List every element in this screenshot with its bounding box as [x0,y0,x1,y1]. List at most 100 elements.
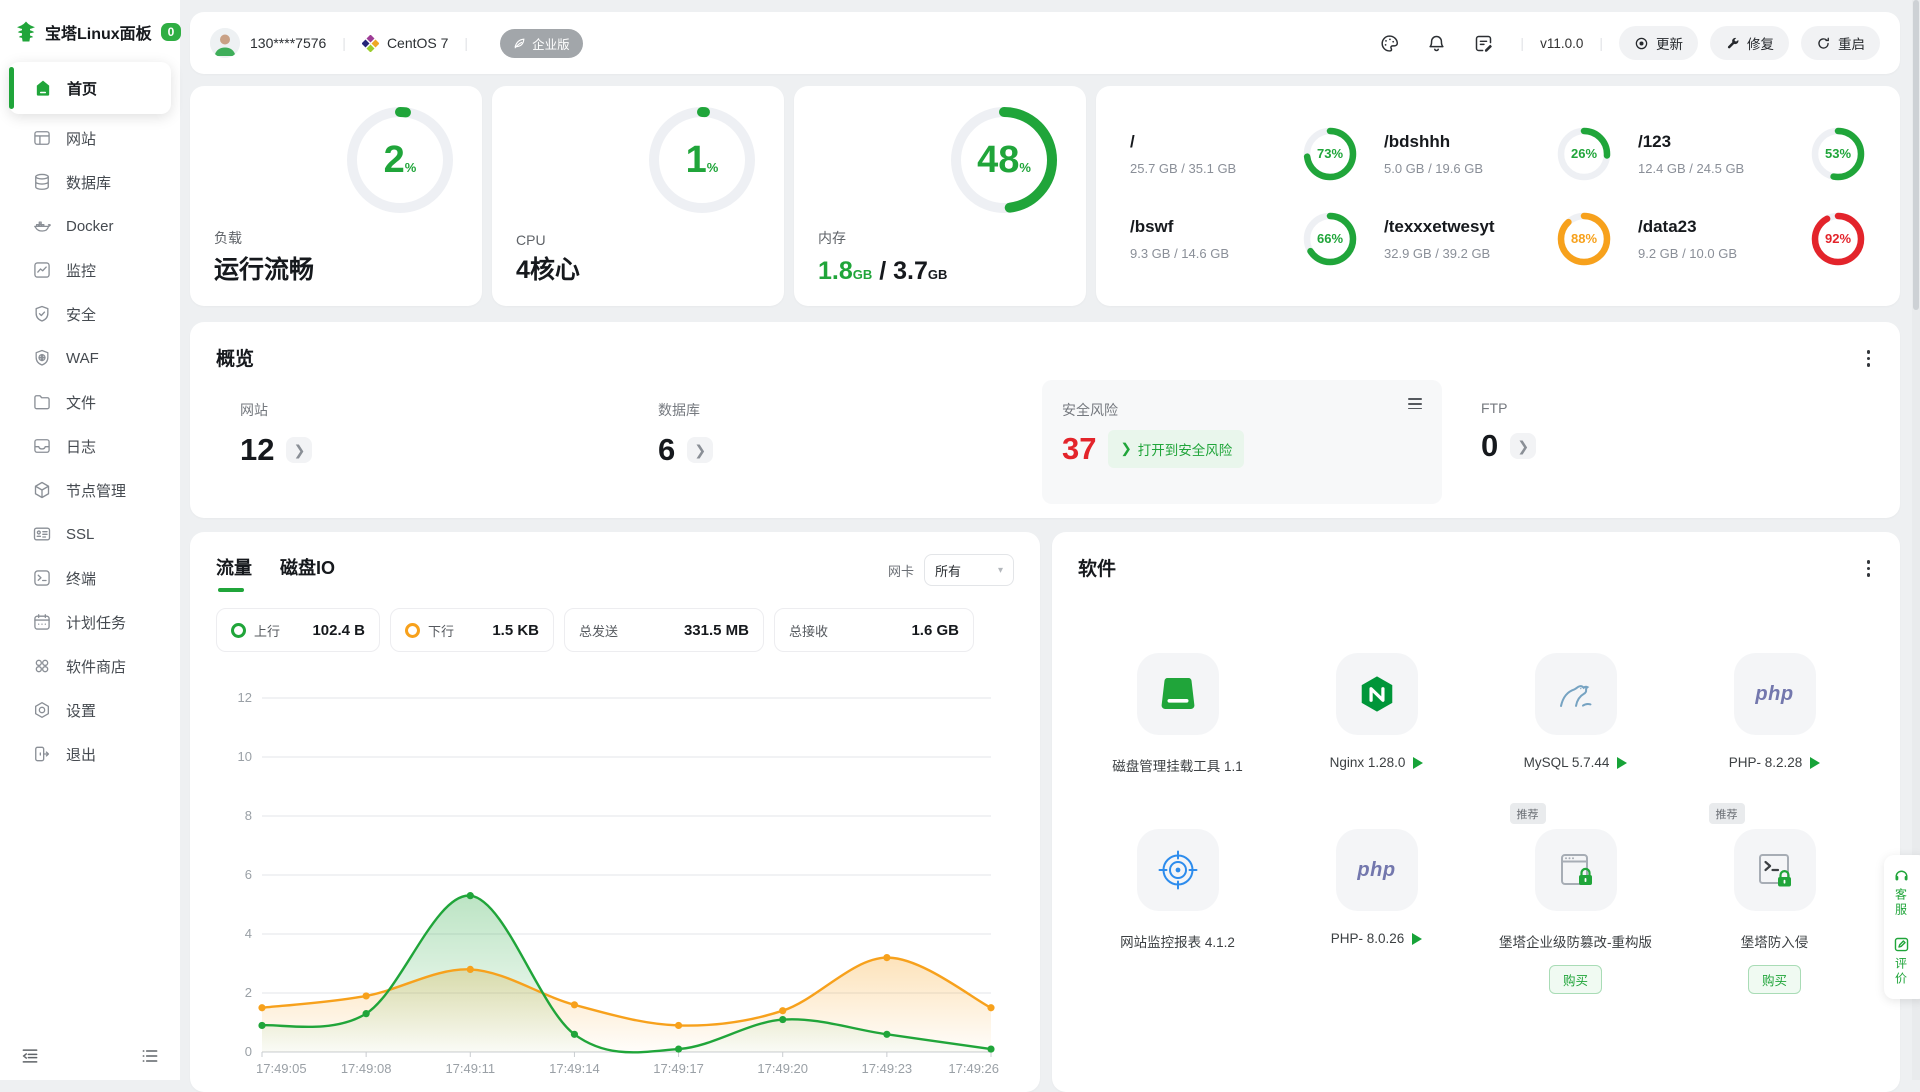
sidebar-item-ssl[interactable]: SSL [0,512,180,556]
php-icon: php [1335,829,1418,911]
ssl-icon [32,524,52,544]
edition-badge[interactable]: 企业版 [500,28,583,58]
sites-label: 网站 [240,402,268,418]
software-item-8[interactable]: 推荐 堡塔防入侵 购买 [1675,803,1874,994]
sidebar-item-home[interactable]: 首页 [9,62,171,114]
divider: | [1599,35,1603,51]
os-name: CentOS 7 [386,35,449,51]
software-kebab-menu-icon[interactable] [1863,556,1875,581]
disk-mount: /data23 [1638,216,1697,236]
sidebar-item-monitor[interactable]: 监控 [0,248,180,292]
buy-button[interactable]: 购买 [1747,965,1801,994]
running-play-icon [1617,756,1628,769]
memory-percent-unit: % [1019,159,1031,175]
disk-usage: 9.2 GB / 10.0 GB [1638,245,1737,261]
svg-text:12: 12 [238,690,252,705]
risk-menu-icon[interactable] [1408,398,1422,410]
disk-item-4: /bswf 9.3 GB / 14.6 GB 66% [1130,201,1358,276]
sidebar-item-security[interactable]: 安全 [0,292,180,336]
cpu-cores: 4核心 [516,256,580,284]
cpu-percent-unit: % [706,159,719,175]
sidebar-item-exit[interactable]: 退出 [0,732,180,776]
sidebar-item-site[interactable]: 网站 [0,116,180,160]
software-item-7[interactable]: 推荐 堡塔企业级防篡改-重构版 购买 [1476,803,1675,994]
databases-open-button[interactable]: ❯ [687,437,714,463]
sidebar-item-label: SSL [66,525,95,543]
sidebar-item-appstore[interactable]: 软件商店 [0,644,180,688]
chevron-down-icon: ▾ [997,564,1003,576]
restart-button[interactable]: 重启 [1801,26,1880,60]
wrench-icon [1725,36,1740,51]
sidebar-item-settings[interactable]: 设置 [0,688,180,732]
message-count-badge[interactable]: 0 [160,23,182,41]
sidebar-item-docker[interactable]: Docker [0,204,180,248]
sidebar-item-logs[interactable]: 日志 [0,424,180,468]
scrollbar-thumb[interactable] [1913,0,1919,310]
repair-button[interactable]: 修复 [1710,26,1789,60]
update-button[interactable]: 更新 [1619,26,1698,60]
load-label: 负载 [214,230,242,246]
software-item-4[interactable]: php PHP- 8.2.28 [1675,627,1874,775]
open-security-risk-button[interactable]: ❯ 打开到安全风险 [1108,430,1245,468]
sidebar-item-waf[interactable]: WAF [0,336,180,380]
overview-sites: 网站 12 ❯ [240,400,313,468]
disk-usage: 12.4 GB / 24.5 GB [1638,160,1745,176]
monitor-report-icon [1136,829,1219,911]
sidebar-item-terminal[interactable]: 终端 [0,556,180,600]
cpu-gauge [644,102,760,218]
theme-palette-icon[interactable] [1379,33,1400,54]
sidebar-item-database[interactable]: 数据库 [0,160,180,204]
software-name-row: 网站监控报表 4.1.2 [1120,931,1235,951]
sidebar-item-label: 网站 [66,130,97,148]
disk-info: / 25.7 GB / 35.1 GB [1130,132,1236,176]
username[interactable]: 130****7576 [250,35,327,51]
disk-item-3: /123 12.4 GB / 24.5 GB 53% [1638,116,1866,191]
cpu-gauge-value: 1 % [644,102,760,218]
user-avatar[interactable] [210,28,240,58]
database-icon [32,172,52,192]
notification-bell-icon[interactable] [1426,33,1447,54]
disk-mount: /123 [1638,131,1672,151]
software-title: 软件 [1078,559,1117,580]
logs-icon [32,436,52,456]
tab-traffic[interactable]: 流量 [216,554,252,592]
disk-item-2: /bdshhh 5.0 GB / 19.6 GB 26% [1384,116,1612,191]
sidebar-item-cron[interactable]: 计划任务 [0,600,180,644]
load-status: 运行流畅 [214,256,315,284]
series-dot-icon [231,622,246,638]
databases-count: 6 [658,432,676,467]
side-widget-review[interactable]: 评价 [1884,936,1918,987]
ftp-open-button[interactable]: ❯ [1510,433,1537,459]
collapse-sidebar-icon[interactable] [20,1046,40,1066]
software-item-6[interactable]: php PHP- 8.0.26 [1277,803,1476,994]
disks-card: / 25.7 GB / 35.1 GB 73% /bdshhh 5.0 GB /… [1096,86,1900,306]
note-memo-icon[interactable] [1473,33,1494,54]
cpu-label: CPU [516,232,546,248]
divider: | [1520,35,1525,51]
mysql-icon [1534,653,1617,735]
disk-info: /123 12.4 GB / 24.5 GB [1638,132,1744,176]
sidebar-footer [0,1046,180,1066]
sidebar-item-files[interactable]: 文件 [0,380,180,424]
buy-button[interactable]: 购买 [1548,965,1602,994]
stat-label: 总发送 [579,623,619,639]
menu-list-icon[interactable] [140,1046,160,1066]
ftp-label: FTP [1481,400,1508,416]
sites-open-button[interactable]: ❯ [286,437,313,463]
software-item-1[interactable]: 磁盘管理挂载工具 1.1 [1078,627,1277,775]
stat-label: 上行 [254,623,281,639]
side-widget-support[interactable]: 客服 [1884,867,1918,918]
tab-disk-io[interactable]: 磁盘IO [280,558,336,578]
stat-label: 下行 [428,623,455,639]
traffic-card: 流量 磁盘IO 网卡 所有 ▾ 上行 102.4 B 下行 1.5 KB 总发送 331.… [190,532,1040,1092]
software-item-5[interactable]: 网站监控报表 4.1.2 [1078,803,1277,994]
sidebar-item-nodes[interactable]: 节点管理 [0,468,180,512]
software-name-row: 堡塔企业级防篡改-重构版 [1499,931,1652,951]
software-item-3[interactable]: MySQL 5.7.44 [1476,627,1675,775]
software-item-2[interactable]: Nginx 1.28.0 [1277,627,1476,775]
overview-kebab-menu-icon[interactable] [1863,346,1875,371]
sidebar-item-label: 安全 [66,306,97,324]
traffic-stat-2: 下行 1.5 KB [390,608,554,652]
software-name: 网站监控报表 4.1.2 [1120,935,1235,950]
nic-select[interactable]: 所有 ▾ [924,554,1014,586]
